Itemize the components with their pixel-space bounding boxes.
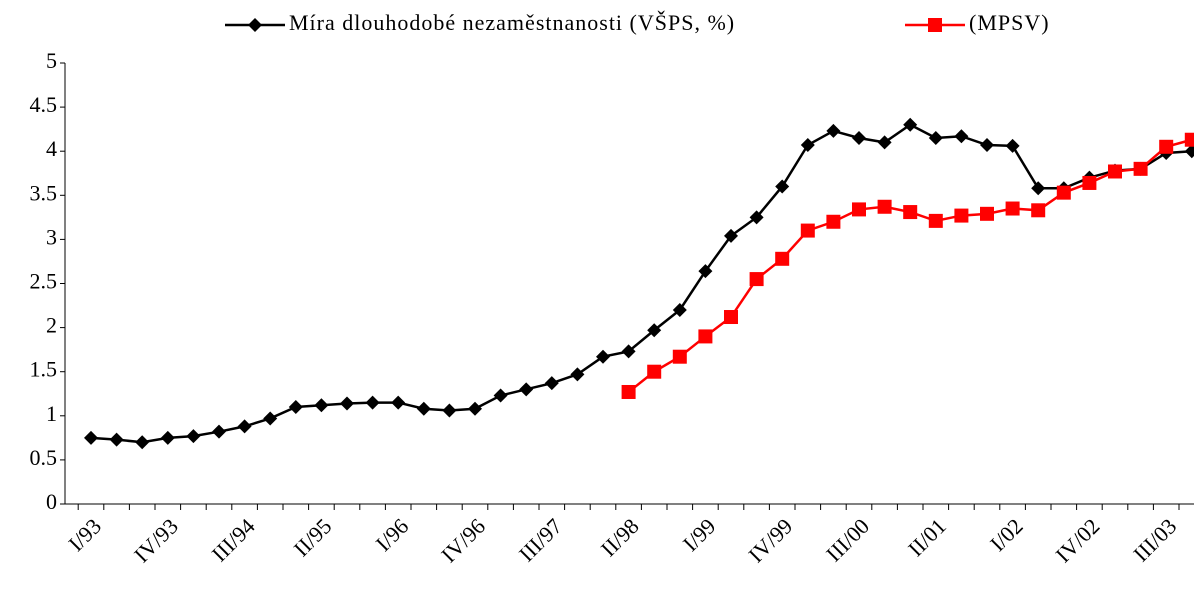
marker [800, 138, 815, 153]
marker [877, 135, 892, 150]
marker [84, 430, 98, 445]
x-tick-label: III/94 [207, 513, 260, 566]
marker [468, 401, 482, 416]
marker [928, 213, 943, 228]
marker [621, 344, 636, 359]
marker [800, 223, 815, 238]
series-line [627, 138, 1193, 393]
marker [852, 202, 866, 217]
x-tick-label: III/03 [1128, 513, 1181, 566]
marker [1184, 132, 1194, 147]
marker [903, 205, 918, 220]
x-tick-label: III/97 [514, 513, 567, 566]
marker [980, 138, 994, 153]
y-tick-label: 5 [46, 48, 57, 73]
marker [775, 179, 790, 194]
marker [314, 398, 329, 413]
marker [621, 384, 636, 399]
marker [160, 430, 175, 445]
marker [391, 395, 406, 410]
marker [365, 395, 380, 410]
marker [775, 251, 790, 266]
x-tick-label: I/93 [63, 513, 106, 556]
marker [570, 367, 585, 382]
marker [1184, 144, 1194, 159]
x-tick-label: I/02 [985, 513, 1028, 556]
marker [980, 206, 994, 221]
y-tick-label: 0 [46, 489, 57, 514]
y-tick-label: 4 [46, 136, 57, 161]
marker [1133, 161, 1148, 176]
marker [1005, 201, 1020, 216]
y-tick-label: 3 [46, 224, 57, 249]
marker [826, 123, 841, 138]
marker [877, 199, 892, 214]
marker [135, 435, 150, 450]
y-tick-label: 3.5 [30, 180, 58, 205]
marker [544, 376, 559, 391]
marker [493, 388, 508, 403]
x-tick-label: II/01 [903, 513, 951, 561]
marker [928, 18, 942, 32]
y-tick-label: 2.5 [30, 269, 58, 294]
marker [442, 403, 457, 418]
marker [749, 272, 764, 287]
marker [212, 424, 226, 439]
x-tick-label: I/99 [678, 513, 721, 556]
x-tick-label: IV/96 [436, 513, 490, 567]
marker [519, 382, 534, 397]
marker [698, 329, 713, 344]
marker [724, 228, 738, 243]
legend-label: (MPSV) [969, 10, 1050, 35]
marker [1056, 185, 1071, 200]
marker [724, 310, 738, 325]
marker [672, 302, 687, 317]
marker [237, 419, 252, 434]
y-tick-label: 1 [46, 401, 57, 426]
series-line [90, 123, 1192, 444]
marker [749, 210, 764, 225]
marker [109, 432, 124, 447]
marker [1031, 203, 1046, 218]
x-tick-label: II/95 [289, 513, 337, 561]
marker [1031, 181, 1046, 196]
marker [954, 208, 969, 223]
marker [698, 264, 713, 279]
marker [596, 349, 610, 364]
marker [340, 396, 354, 411]
marker [852, 130, 866, 145]
marker [903, 117, 918, 132]
x-tick-label: IV/02 [1051, 513, 1105, 567]
y-tick-label: 2 [46, 313, 57, 338]
marker [647, 364, 662, 379]
marker [1159, 139, 1174, 154]
marker [826, 214, 841, 229]
marker [186, 429, 201, 444]
marker [1108, 164, 1122, 179]
marker [288, 399, 303, 414]
marker [1005, 138, 1020, 153]
x-tick-label: IV/99 [743, 513, 797, 567]
marker [248, 18, 262, 32]
marker [672, 349, 687, 364]
y-tick-label: 0.5 [30, 445, 58, 470]
x-tick-label: I/96 [371, 513, 414, 556]
marker [263, 411, 278, 426]
marker [416, 401, 431, 416]
marker [1082, 175, 1097, 190]
x-tick-label: III/00 [821, 513, 874, 566]
y-tick-label: 1.5 [30, 357, 58, 382]
legend-label: Míra dlouhodobé nezaměstnanosti (VŠPS, %… [289, 10, 735, 35]
x-tick-label: IV/93 [129, 513, 183, 567]
marker [647, 323, 662, 338]
x-tick-label: II/98 [596, 513, 644, 561]
marker [928, 130, 943, 145]
marker [954, 129, 969, 144]
y-tick-label: 4.5 [30, 92, 58, 117]
